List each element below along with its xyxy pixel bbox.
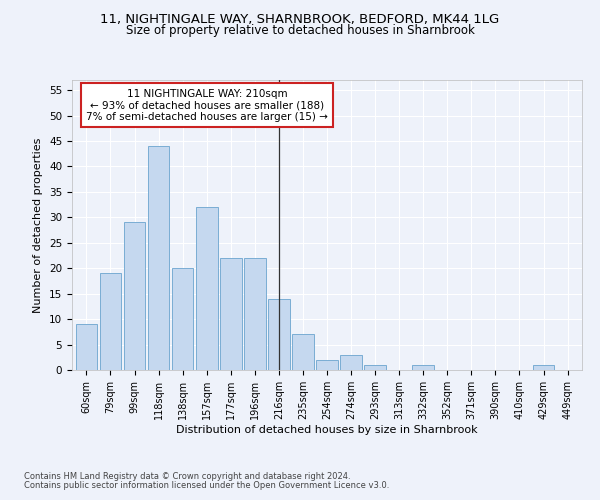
Bar bbox=[533, 365, 554, 370]
Bar bbox=[268, 299, 290, 370]
Bar bbox=[412, 365, 434, 370]
Text: Size of property relative to detached houses in Sharnbrook: Size of property relative to detached ho… bbox=[125, 24, 475, 37]
Text: Contains public sector information licensed under the Open Government Licence v3: Contains public sector information licen… bbox=[24, 481, 389, 490]
Bar bbox=[340, 354, 362, 370]
Bar bbox=[316, 360, 338, 370]
Bar bbox=[196, 207, 218, 370]
Bar bbox=[364, 365, 386, 370]
Bar bbox=[292, 334, 314, 370]
Bar bbox=[244, 258, 266, 370]
Bar bbox=[100, 274, 121, 370]
Bar bbox=[148, 146, 169, 370]
Bar bbox=[220, 258, 242, 370]
Text: Contains HM Land Registry data © Crown copyright and database right 2024.: Contains HM Land Registry data © Crown c… bbox=[24, 472, 350, 481]
X-axis label: Distribution of detached houses by size in Sharnbrook: Distribution of detached houses by size … bbox=[176, 424, 478, 434]
Text: 11, NIGHTINGALE WAY, SHARNBROOK, BEDFORD, MK44 1LG: 11, NIGHTINGALE WAY, SHARNBROOK, BEDFORD… bbox=[100, 12, 500, 26]
Y-axis label: Number of detached properties: Number of detached properties bbox=[34, 138, 43, 312]
Bar bbox=[172, 268, 193, 370]
Bar bbox=[124, 222, 145, 370]
Text: 11 NIGHTINGALE WAY: 210sqm
← 93% of detached houses are smaller (188)
7% of semi: 11 NIGHTINGALE WAY: 210sqm ← 93% of deta… bbox=[86, 88, 328, 122]
Bar bbox=[76, 324, 97, 370]
